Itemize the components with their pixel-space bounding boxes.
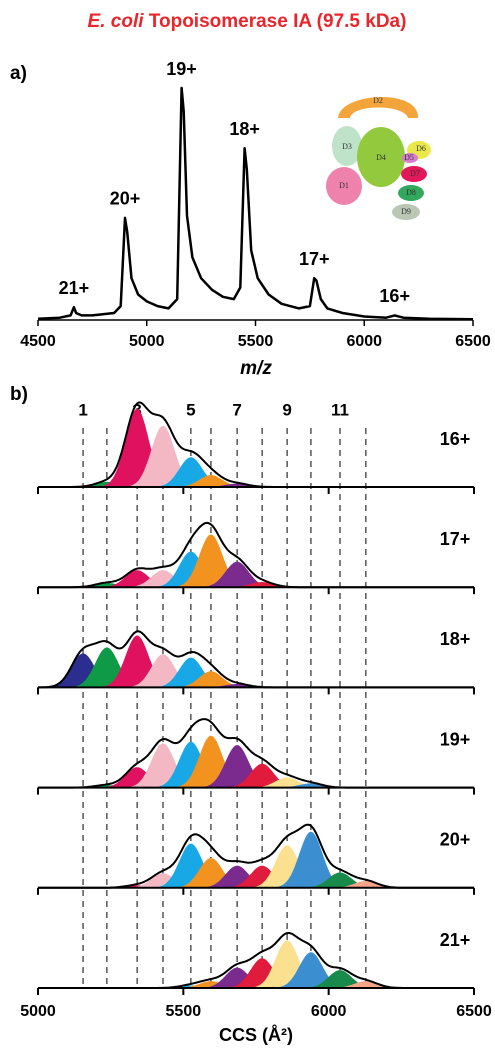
- peak-label: 20+: [110, 189, 141, 209]
- domain-label: D1: [339, 181, 349, 190]
- domain-label: D6: [416, 144, 426, 153]
- x-tick-label: 5000: [129, 333, 165, 350]
- series-label: 17+: [440, 529, 471, 549]
- series-label: 18+: [440, 629, 471, 649]
- domain-shape: [401, 166, 427, 182]
- domain-shape: [357, 127, 405, 187]
- component-label: 11: [331, 400, 349, 419]
- component-peak: [176, 475, 246, 487]
- domain-shape: [392, 204, 420, 220]
- domain-label: D8: [406, 188, 416, 197]
- domain-label: D2: [373, 96, 383, 105]
- x-tick-label: 6500: [456, 1003, 492, 1020]
- component-label: 5: [186, 400, 195, 419]
- component-peak: [176, 671, 246, 688]
- title-italic: E. coli: [88, 11, 145, 32]
- x-axis-label: CCS (Å²): [219, 1025, 293, 1045]
- panel-label: b): [10, 384, 28, 405]
- component-label: 7: [232, 400, 241, 419]
- panel-label: a): [10, 63, 27, 84]
- series-label: 19+: [440, 729, 471, 749]
- title: E. coli Topoisomerase IA (97.5 kDa): [88, 11, 407, 32]
- peak-label: 21+: [59, 278, 90, 298]
- domain-label: D7: [410, 169, 420, 178]
- x-tick-label: 5500: [166, 1003, 202, 1020]
- peak-label: 17+: [299, 249, 330, 269]
- peak-label: 16+: [379, 286, 410, 306]
- x-tick-label: 6000: [346, 333, 382, 350]
- domain-shape: [402, 153, 418, 163]
- series-label: 20+: [440, 830, 471, 850]
- spectrum-line: [37, 86, 474, 321]
- domain-shape: [326, 167, 362, 205]
- series-label: 21+: [440, 930, 471, 950]
- title-rest: Topoisomerase IA (97.5 kDa): [149, 11, 407, 32]
- domain-shape: [332, 126, 362, 166]
- x-tick-label: 5000: [20, 1003, 56, 1020]
- domain-inset: [326, 96, 431, 220]
- component-label: 9: [282, 400, 291, 419]
- component-peak: [276, 831, 346, 888]
- x-tick-label: 5500: [238, 333, 274, 350]
- envelope: [38, 401, 474, 488]
- domain-shape: [338, 96, 419, 118]
- x-tick-label: 4500: [20, 333, 56, 350]
- component-peak: [202, 561, 272, 588]
- domain-label: D3: [342, 142, 352, 151]
- domain-label: D4: [376, 153, 386, 162]
- component-label: 1: [78, 400, 87, 419]
- peak-label: 18+: [229, 119, 260, 139]
- x-tick-label: 6500: [455, 333, 491, 350]
- envelope: [38, 521, 474, 589]
- x-axis-label: m/z: [240, 358, 272, 379]
- peak-label: 19+: [166, 59, 197, 79]
- domain-label: D5: [404, 153, 414, 162]
- domain-shape: [398, 185, 424, 201]
- domain-label: D9: [401, 207, 411, 216]
- x-tick-label: 6000: [311, 1003, 347, 1020]
- series-label: 16+: [440, 429, 471, 449]
